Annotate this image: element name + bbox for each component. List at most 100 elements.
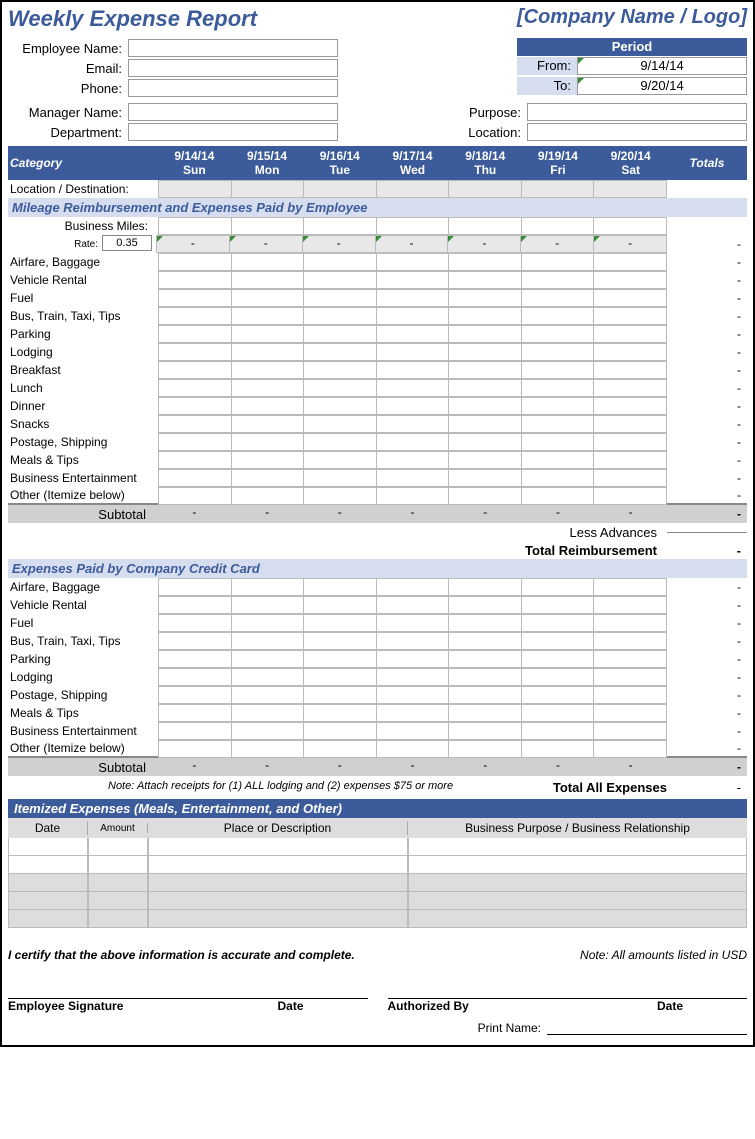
expense-cell[interactable] — [304, 469, 377, 487]
expense-cell[interactable] — [522, 433, 595, 451]
expense-cell[interactable] — [522, 343, 595, 361]
expense-cell[interactable] — [304, 487, 377, 505]
expense-cell[interactable] — [158, 632, 232, 650]
expense-cell[interactable] — [232, 686, 305, 704]
grid-cell[interactable] — [304, 180, 377, 198]
it-purpose[interactable] — [408, 856, 747, 874]
expense-cell[interactable] — [232, 325, 305, 343]
expense-cell[interactable] — [594, 614, 667, 632]
expense-cell[interactable] — [304, 343, 377, 361]
expense-cell[interactable] — [594, 487, 667, 505]
expense-cell[interactable] — [594, 253, 667, 271]
it-amount[interactable] — [88, 856, 148, 874]
expense-cell[interactable] — [232, 650, 305, 668]
expense-cell[interactable] — [522, 487, 595, 505]
print-name-line[interactable] — [547, 1021, 747, 1035]
expense-cell[interactable] — [304, 704, 377, 722]
it-purpose[interactable] — [408, 892, 747, 910]
expense-cell[interactable] — [449, 632, 522, 650]
it-date[interactable] — [8, 838, 88, 856]
expense-cell[interactable] — [304, 686, 377, 704]
expense-cell[interactable] — [158, 614, 232, 632]
expense-cell[interactable] — [158, 469, 232, 487]
expense-cell[interactable] — [304, 433, 377, 451]
expense-cell[interactable] — [449, 704, 522, 722]
expense-cell[interactable] — [594, 650, 667, 668]
expense-cell[interactable] — [522, 379, 595, 397]
grid-cell[interactable] — [594, 217, 667, 235]
expense-cell[interactable] — [232, 415, 305, 433]
expense-cell[interactable] — [232, 361, 305, 379]
it-place[interactable] — [148, 838, 408, 856]
expense-cell[interactable] — [158, 686, 232, 704]
expense-cell[interactable] — [158, 668, 232, 686]
grid-cell[interactable] — [232, 180, 305, 198]
expense-cell[interactable] — [377, 578, 450, 596]
expense-cell[interactable] — [304, 596, 377, 614]
expense-cell[interactable] — [522, 596, 595, 614]
expense-cell[interactable] — [158, 289, 232, 307]
expense-cell[interactable] — [232, 397, 305, 415]
expense-cell[interactable] — [377, 632, 450, 650]
expense-cell[interactable] — [232, 307, 305, 325]
expense-cell[interactable] — [304, 253, 377, 271]
expense-cell[interactable] — [377, 469, 450, 487]
expense-cell[interactable] — [158, 704, 232, 722]
expense-cell[interactable] — [594, 289, 667, 307]
expense-cell[interactable] — [158, 397, 232, 415]
expense-cell[interactable] — [449, 650, 522, 668]
expense-cell[interactable] — [449, 433, 522, 451]
expense-cell[interactable] — [377, 722, 450, 740]
expense-cell[interactable] — [449, 325, 522, 343]
expense-cell[interactable] — [594, 668, 667, 686]
expense-cell[interactable] — [158, 343, 232, 361]
field-input[interactable] — [128, 103, 338, 121]
expense-cell[interactable] — [377, 253, 450, 271]
it-place[interactable] — [148, 856, 408, 874]
expense-cell[interactable] — [158, 361, 232, 379]
expense-cell[interactable] — [377, 596, 450, 614]
it-amount[interactable] — [88, 838, 148, 856]
expense-cell[interactable] — [232, 433, 305, 451]
expense-cell[interactable] — [594, 722, 667, 740]
expense-cell[interactable] — [522, 650, 595, 668]
expense-cell[interactable] — [377, 415, 450, 433]
expense-cell[interactable] — [158, 415, 232, 433]
expense-cell[interactable] — [594, 596, 667, 614]
expense-cell[interactable] — [232, 578, 305, 596]
expense-cell[interactable] — [594, 469, 667, 487]
expense-cell[interactable] — [377, 704, 450, 722]
field-input[interactable] — [128, 59, 338, 77]
expense-cell[interactable] — [377, 379, 450, 397]
expense-cell[interactable] — [594, 632, 667, 650]
period-to-value[interactable]: 9/20/14 — [577, 77, 747, 95]
it-amount[interactable] — [88, 910, 148, 928]
expense-cell[interactable] — [304, 271, 377, 289]
expense-cell[interactable] — [377, 487, 450, 505]
expense-cell[interactable] — [522, 469, 595, 487]
expense-cell[interactable] — [449, 253, 522, 271]
expense-cell[interactable] — [449, 596, 522, 614]
expense-cell[interactable] — [522, 704, 595, 722]
expense-cell[interactable] — [304, 397, 377, 415]
expense-cell[interactable] — [594, 686, 667, 704]
expense-cell[interactable] — [449, 397, 522, 415]
expense-cell[interactable] — [377, 307, 450, 325]
expense-cell[interactable] — [377, 614, 450, 632]
field-input[interactable] — [527, 103, 747, 121]
it-purpose[interactable] — [408, 838, 747, 856]
employee-signature[interactable]: Employee Signature Date — [8, 998, 368, 1013]
expense-cell[interactable] — [594, 704, 667, 722]
expense-cell[interactable] — [522, 668, 595, 686]
expense-cell[interactable] — [304, 325, 377, 343]
expense-cell[interactable] — [304, 451, 377, 469]
expense-cell[interactable] — [522, 271, 595, 289]
expense-cell[interactable] — [304, 415, 377, 433]
expense-cell[interactable] — [594, 415, 667, 433]
it-purpose[interactable] — [408, 874, 747, 892]
expense-cell[interactable] — [158, 596, 232, 614]
expense-cell[interactable] — [304, 614, 377, 632]
expense-cell[interactable] — [449, 379, 522, 397]
expense-cell[interactable] — [377, 451, 450, 469]
expense-cell[interactable] — [304, 361, 377, 379]
